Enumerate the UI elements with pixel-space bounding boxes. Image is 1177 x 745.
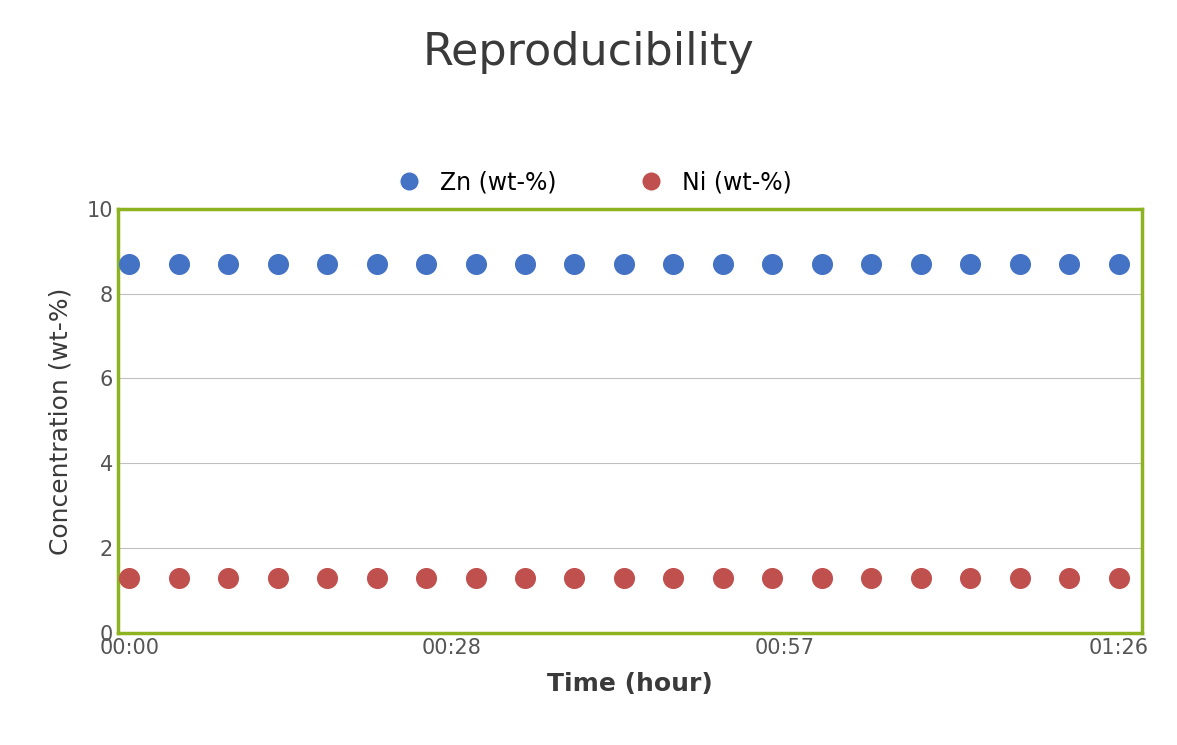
Ni (wt-%) <box>960 572 979 584</box>
Ni (wt-%) <box>466 572 485 584</box>
Ni (wt-%) <box>911 572 930 584</box>
Y-axis label: Concentration (wt-%): Concentration (wt-%) <box>48 288 73 554</box>
Ni (wt-%) <box>763 572 782 584</box>
Zn (wt-%) <box>1109 258 1128 270</box>
Zn (wt-%) <box>960 258 979 270</box>
Zn (wt-%) <box>911 258 930 270</box>
Ni (wt-%) <box>1010 572 1029 584</box>
Ni (wt-%) <box>417 572 435 584</box>
Ni (wt-%) <box>1059 572 1078 584</box>
Zn (wt-%) <box>1010 258 1029 270</box>
Zn (wt-%) <box>268 258 287 270</box>
Zn (wt-%) <box>318 258 337 270</box>
Ni (wt-%) <box>367 572 386 584</box>
Zn (wt-%) <box>763 258 782 270</box>
Zn (wt-%) <box>614 258 633 270</box>
Zn (wt-%) <box>664 258 683 270</box>
X-axis label: Time (hour): Time (hour) <box>547 672 712 696</box>
Legend: Zn (wt-%), Ni (wt-%): Zn (wt-%), Ni (wt-%) <box>377 161 800 203</box>
Zn (wt-%) <box>120 258 139 270</box>
Ni (wt-%) <box>318 572 337 584</box>
Ni (wt-%) <box>713 572 732 584</box>
Zn (wt-%) <box>417 258 435 270</box>
Zn (wt-%) <box>466 258 485 270</box>
Ni (wt-%) <box>169 572 188 584</box>
Zn (wt-%) <box>219 258 238 270</box>
Text: Reproducibility: Reproducibility <box>423 31 754 74</box>
Ni (wt-%) <box>268 572 287 584</box>
Ni (wt-%) <box>219 572 238 584</box>
Zn (wt-%) <box>367 258 386 270</box>
Zn (wt-%) <box>812 258 831 270</box>
Zn (wt-%) <box>169 258 188 270</box>
Ni (wt-%) <box>565 572 584 584</box>
Zn (wt-%) <box>713 258 732 270</box>
Ni (wt-%) <box>664 572 683 584</box>
Ni (wt-%) <box>862 572 880 584</box>
Ni (wt-%) <box>614 572 633 584</box>
Ni (wt-%) <box>516 572 534 584</box>
Ni (wt-%) <box>120 572 139 584</box>
Zn (wt-%) <box>862 258 880 270</box>
Zn (wt-%) <box>565 258 584 270</box>
Ni (wt-%) <box>812 572 831 584</box>
Zn (wt-%) <box>1059 258 1078 270</box>
Zn (wt-%) <box>516 258 534 270</box>
Ni (wt-%) <box>1109 572 1128 584</box>
